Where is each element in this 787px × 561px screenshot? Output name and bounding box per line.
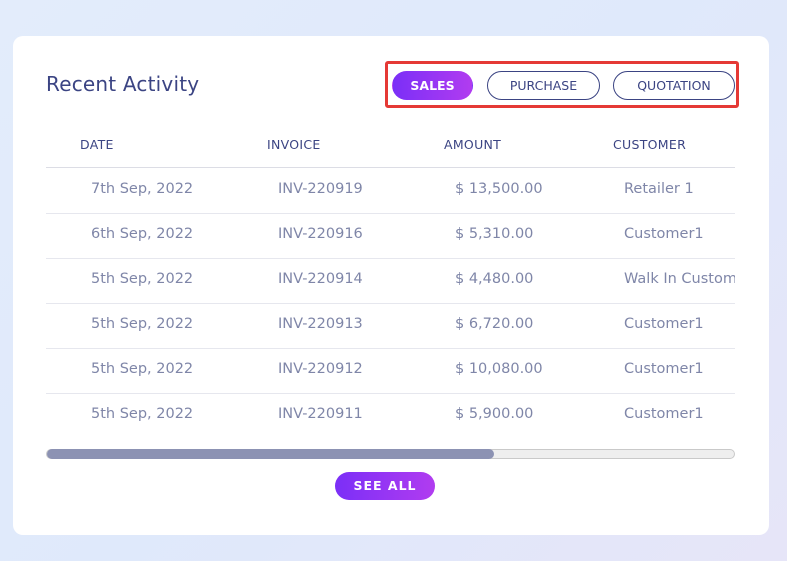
cell-date: 5th Sep, 2022 <box>91 316 194 332</box>
scrollbar-thumb[interactable] <box>47 449 494 459</box>
tab-quotation[interactable]: QUOTATION <box>613 71 735 100</box>
header-customer[interactable]: CUSTOMER <box>613 137 687 152</box>
cell-amount: $ 13,500.00 <box>455 181 543 197</box>
cell-amount: $ 6,720.00 <box>455 316 534 332</box>
recent-activity-card: Recent Activity SALES PURCHASE QUOTATION… <box>13 36 769 535</box>
cell-date: 6th Sep, 2022 <box>91 226 194 242</box>
cell-amount: $ 4,480.00 <box>455 271 534 287</box>
cell-amount: $ 5,900.00 <box>455 406 534 422</box>
header-amount[interactable]: AMOUNT <box>444 137 502 152</box>
cell-customer: Customer1 <box>624 361 704 377</box>
cell-customer: Customer1 <box>624 226 704 242</box>
tab-purchase[interactable]: PURCHASE <box>487 71 600 100</box>
cell-date: 5th Sep, 2022 <box>91 406 194 422</box>
cell-invoice: INV-220911 <box>278 406 363 422</box>
activity-table: DATE INVOICE AMOUNT CUSTOMER 7th Sep, 20… <box>46 126 735 438</box>
cell-customer: Retailer 1 <box>624 181 694 197</box>
cell-date: 5th Sep, 2022 <box>91 361 194 377</box>
see-all-button[interactable]: SEE ALL <box>335 472 435 500</box>
table-row[interactable]: 5th Sep, 2022 INV-220912 $ 10,080.00 Cus… <box>46 348 735 394</box>
table-row[interactable]: 5th Sep, 2022 INV-220911 $ 5,900.00 Cust… <box>46 393 735 438</box>
cell-invoice: INV-220916 <box>278 226 363 242</box>
table-row[interactable]: 5th Sep, 2022 INV-220914 $ 4,480.00 Walk… <box>46 258 735 304</box>
cell-invoice: INV-220913 <box>278 316 363 332</box>
cell-date: 5th Sep, 2022 <box>91 271 194 287</box>
header-invoice[interactable]: INVOICE <box>267 137 321 152</box>
horizontal-scrollbar[interactable] <box>46 449 735 459</box>
cell-customer: Customer1 <box>624 406 704 422</box>
cell-amount: $ 10,080.00 <box>455 361 543 377</box>
tabs-highlight-frame <box>385 61 739 108</box>
cell-date: 7th Sep, 2022 <box>91 181 194 197</box>
table-row[interactable]: 6th Sep, 2022 INV-220916 $ 5,310.00 Cust… <box>46 213 735 259</box>
table-header: DATE INVOICE AMOUNT CUSTOMER <box>46 126 735 168</box>
table-row[interactable]: 7th Sep, 2022 INV-220919 $ 13,500.00 Ret… <box>46 168 735 214</box>
table-row[interactable]: 5th Sep, 2022 INV-220913 $ 6,720.00 Cust… <box>46 303 735 349</box>
tab-sales[interactable]: SALES <box>392 71 473 100</box>
cell-customer: Customer1 <box>624 316 704 332</box>
cell-invoice: INV-220914 <box>278 271 363 287</box>
cell-invoice: INV-220919 <box>278 181 363 197</box>
cell-amount: $ 5,310.00 <box>455 226 534 242</box>
cell-invoice: INV-220912 <box>278 361 363 377</box>
header-date[interactable]: DATE <box>80 137 114 152</box>
cell-customer: Walk In Customer <box>624 271 735 287</box>
card-title: Recent Activity <box>46 72 200 96</box>
